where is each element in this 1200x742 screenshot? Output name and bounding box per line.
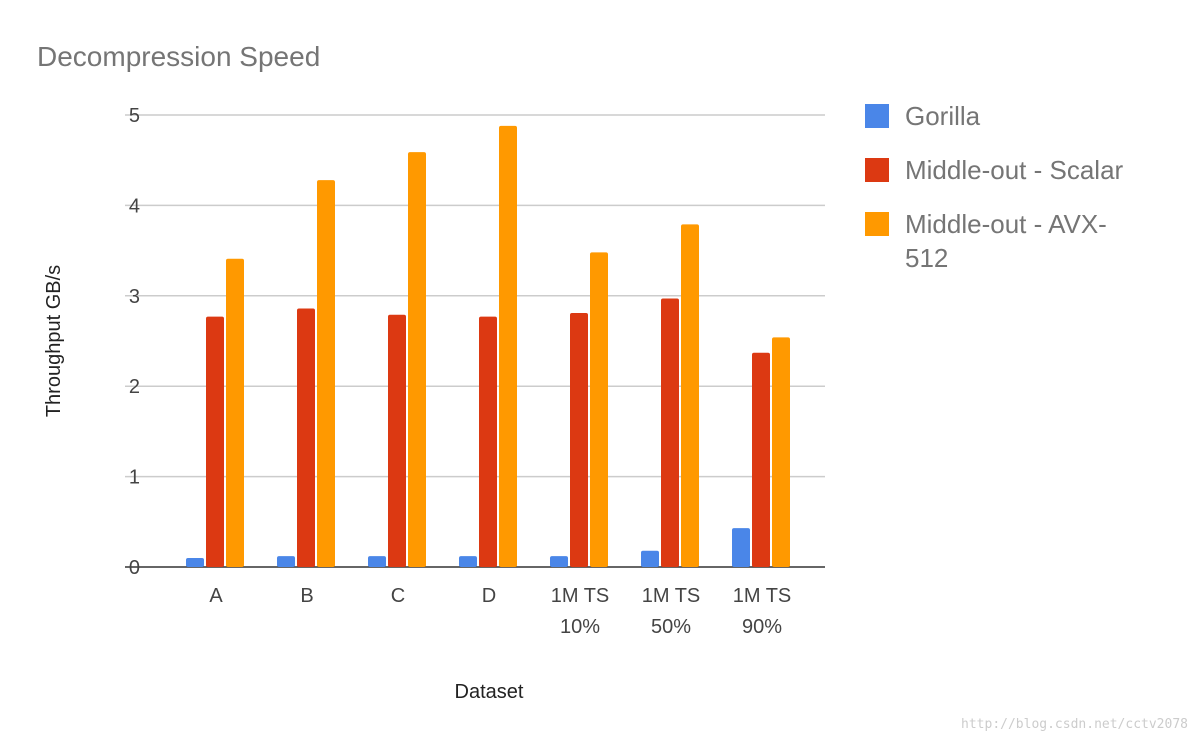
bar-middle-out-avx-512 <box>226 258 244 567</box>
x-tick-label: 1M TS <box>642 585 701 607</box>
bar-middle-out-avx-512 <box>590 252 608 567</box>
x-tick-label: D <box>482 585 496 607</box>
legend-swatch <box>865 158 889 182</box>
bar-middle-out-avx-512 <box>408 152 426 567</box>
bar-middle-out-avx-512 <box>317 180 335 567</box>
bar-middle-out-scalar <box>297 308 315 567</box>
x-tick-label: 50% <box>651 616 691 638</box>
bar-gorilla <box>550 556 568 567</box>
y-tick-label: 4 <box>129 195 140 217</box>
bar-middle-out-scalar <box>479 316 497 567</box>
bar-gorilla <box>368 556 386 567</box>
x-tick-label: 90% <box>742 616 782 638</box>
x-axis-label: Dataset <box>455 681 524 703</box>
x-tick-label: 10% <box>560 616 600 638</box>
bar-gorilla <box>459 556 477 567</box>
bar-gorilla <box>186 557 204 567</box>
legend-swatch <box>865 104 889 128</box>
x-tick-label: B <box>300 585 313 607</box>
legend-label: Gorilla <box>905 101 981 131</box>
bar-middle-out-avx-512 <box>772 337 790 567</box>
bar-middle-out-scalar <box>388 314 406 567</box>
bar-gorilla <box>732 528 750 567</box>
y-tick-label: 5 <box>129 105 140 127</box>
bar-middle-out-scalar <box>661 298 679 567</box>
legend-label: Middle-out - AVX- <box>905 209 1107 239</box>
y-axis-label: Throughput GB/s <box>43 265 65 417</box>
y-tick-label: 1 <box>129 467 140 489</box>
chart-title: Decompression Speed <box>37 41 320 72</box>
y-tick-label: 2 <box>129 376 140 398</box>
legend-label: Middle-out - Scalar <box>905 155 1124 185</box>
watermark: http://blog.csdn.net/cctv2078 <box>961 717 1188 732</box>
bar-middle-out-scalar <box>570 312 588 567</box>
bar-gorilla <box>641 550 659 567</box>
bar-middle-out-avx-512 <box>681 224 699 567</box>
x-tick-label: C <box>391 585 405 607</box>
y-tick-label: 0 <box>129 557 140 579</box>
bar-middle-out-scalar <box>206 316 224 567</box>
bar-middle-out-scalar <box>752 352 770 567</box>
bar-gorilla <box>277 556 295 567</box>
legend-label: 512 <box>905 243 948 273</box>
y-tick-label: 3 <box>129 286 140 308</box>
bar-middle-out-avx-512 <box>499 125 517 568</box>
x-tick-label: A <box>209 585 223 607</box>
legend-swatch <box>865 212 889 236</box>
x-tick-label: 1M TS <box>733 585 792 607</box>
x-tick-label: 1M TS <box>551 585 610 607</box>
